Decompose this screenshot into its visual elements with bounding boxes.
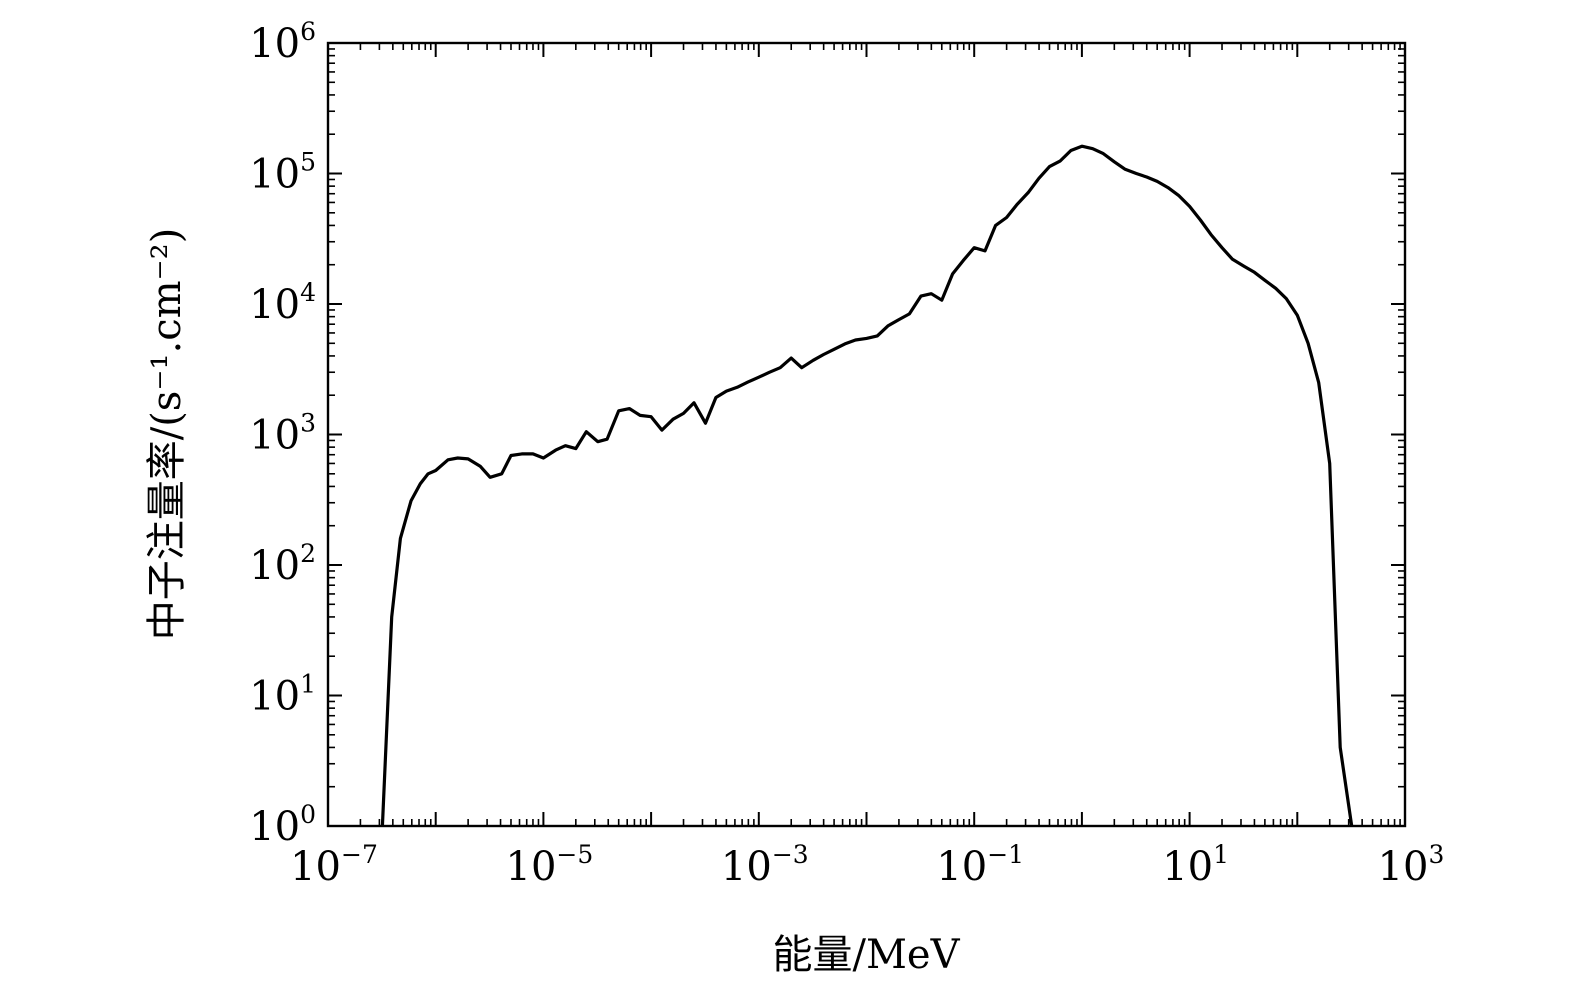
x-tick-label: 10−7 bbox=[290, 840, 378, 890]
y-tick-label: 101 bbox=[249, 670, 316, 720]
x-tick-label: 10−5 bbox=[506, 840, 594, 890]
x-tick-label: 10−1 bbox=[936, 840, 1024, 890]
axis-ticks bbox=[327, 42, 1406, 827]
axis-tick-labels: 10−7 10−5 10−3 10−1 101 103 100 101 102 103 104 105… bbox=[249, 17, 1444, 890]
x-axis-title: 能量/MeV bbox=[773, 932, 961, 978]
x-tick-label: 10−3 bbox=[721, 840, 809, 890]
y-tick-label: 100 bbox=[249, 800, 316, 850]
y-axis-title: 中子注量率/(s⁻¹.cm⁻²) bbox=[144, 228, 190, 641]
series-line bbox=[380, 144, 1354, 827]
y-tick-label: 105 bbox=[249, 148, 316, 198]
y-tick-label: 103 bbox=[249, 409, 316, 459]
y-tick-label: 104 bbox=[249, 278, 316, 328]
y-tick-label: 102 bbox=[249, 539, 316, 589]
plot-frame bbox=[326, 41, 1407, 828]
x-tick-label: 103 bbox=[1378, 840, 1445, 890]
x-tick-label: 101 bbox=[1162, 840, 1229, 890]
y-tick-label: 106 bbox=[249, 17, 316, 67]
